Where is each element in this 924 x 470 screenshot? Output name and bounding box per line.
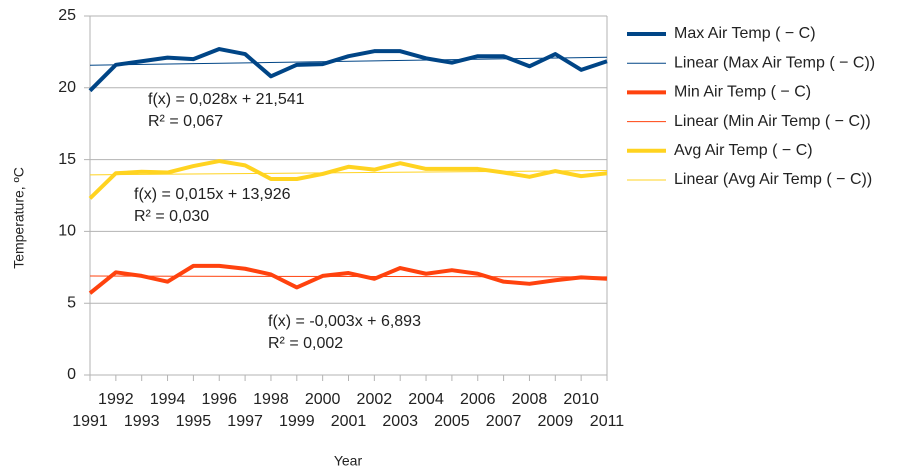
x-tick-label: 2000 xyxy=(305,391,341,408)
x-tick-label: 1995 xyxy=(176,413,212,430)
x-tick-label: 2011 xyxy=(590,413,625,430)
x-tick-label: 2005 xyxy=(434,413,470,430)
trend-r2: R² = 0,002 xyxy=(268,335,343,352)
series-line xyxy=(88,263,608,295)
x-tick-label: 2006 xyxy=(460,391,496,408)
legend-label: Avg Air Temp ( − C) xyxy=(674,142,813,159)
y-tick-label: 15 xyxy=(58,151,76,168)
x-tick-label: 2007 xyxy=(486,413,522,430)
y-tick-label: 0 xyxy=(67,366,76,383)
x-tick-label: 1992 xyxy=(98,391,134,408)
legend-label: Linear (Max Air Temp ( − C)) xyxy=(674,54,875,71)
legend-label: Linear (Min Air Temp ( − C)) xyxy=(674,113,871,130)
x-tick-label: 1996 xyxy=(201,391,237,408)
trend-line xyxy=(89,56,608,66)
x-tick-label: 1993 xyxy=(124,413,160,430)
x-tick-label: 2008 xyxy=(512,391,548,408)
y-axis-label: Temperature, ºC xyxy=(11,167,27,269)
x-tick-label: 1999 xyxy=(279,413,315,430)
x-tick-label: 2001 xyxy=(331,413,367,430)
trend-r2: R² = 0,030 xyxy=(134,208,209,225)
trend-equation: f(x) = 0,028x + 21,541 xyxy=(148,91,305,108)
legend-label: Min Air Temp ( − C) xyxy=(674,84,811,101)
x-tick-label: 2004 xyxy=(408,391,444,408)
y-tick-label: 10 xyxy=(58,223,76,240)
legend-label: Max Air Temp ( − C) xyxy=(674,25,816,42)
x-tick-label: 2009 xyxy=(538,413,574,430)
y-tick-label: 25 xyxy=(58,7,76,24)
x-tick-label: 1997 xyxy=(227,413,263,430)
series-line xyxy=(88,47,608,93)
x-tick-label: 2010 xyxy=(563,391,599,408)
y-tick-label: 20 xyxy=(58,79,76,96)
trend-equation: f(x) = -0,003x + 6,893 xyxy=(268,313,421,330)
trend-line xyxy=(89,275,608,278)
x-tick-label: 1998 xyxy=(253,391,289,408)
legend-label: Linear (Avg Air Temp ( − C)) xyxy=(674,171,872,188)
trend-line xyxy=(89,170,608,176)
series-line xyxy=(88,159,608,200)
x-tick-label: 1994 xyxy=(150,391,186,408)
trend-r2: R² = 0,067 xyxy=(148,113,223,130)
x-axis-label: Year xyxy=(334,453,363,469)
y-tick-label: 5 xyxy=(67,294,76,311)
x-tick-label: 1991 xyxy=(72,413,108,430)
x-tick-label: 2003 xyxy=(382,413,418,430)
trend-equation: f(x) = 0,015x + 13,926 xyxy=(134,186,291,203)
x-tick-label: 2002 xyxy=(357,391,393,408)
